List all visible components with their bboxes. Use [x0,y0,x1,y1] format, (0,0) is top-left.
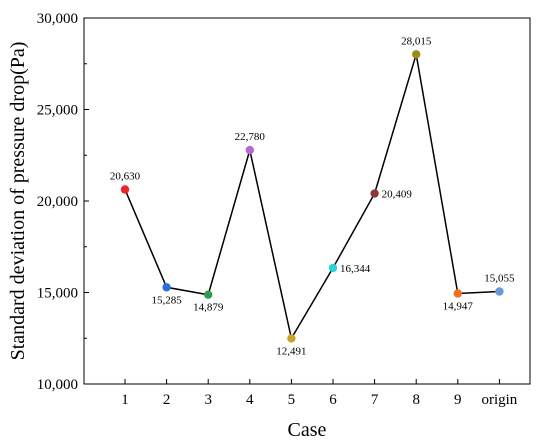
data-label: 14,947 [443,300,474,312]
y-tick-label: 10,000 [37,377,78,393]
y-tick-label: 15,000 [37,286,78,302]
data-label: 12,491 [276,345,306,357]
x-tick-label: origin [481,392,517,408]
plot-frame [83,17,531,385]
y-tick-label: 25,000 [37,103,78,119]
x-tick-label: 1 [121,392,129,408]
data-labels: 20,630 15,285 14,879 22,780 12,491 16,344 20,4… [110,35,515,357]
data-label: 28,015 [401,35,432,47]
x-tick-label: 2 [163,392,171,408]
x-tick-label: 5 [288,392,296,408]
series-line [124,54,500,341]
x-tick-label: 6 [329,392,337,408]
data-point [120,185,130,194]
y-axis: 10,000 15,000 20,000 25,000 30,000 [37,11,89,393]
data-label: 20,409 [382,189,413,201]
x-axis-title: Case [288,419,327,441]
y-tick-label: 20,000 [37,194,78,210]
data-label: 16,344 [340,263,371,275]
data-point [495,287,504,296]
data-point [204,290,213,299]
x-tick-label: 3 [204,392,212,408]
x-tick-label: 7 [371,392,379,408]
data-point [370,189,379,198]
data-point [162,283,171,292]
data-label: 15,285 [151,294,182,306]
data-points [120,50,504,343]
x-tick-label: 4 [246,392,254,408]
y-axis-title: Standard deviation of pressure drop(Pa) [7,42,29,361]
x-axis: 1 2 3 4 5 6 7 8 9 origin [121,379,518,408]
data-point [412,50,421,59]
data-point [287,334,296,343]
x-tick-label: 8 [412,392,420,408]
data-point [245,145,254,155]
data-point [328,263,338,273]
data-label: 15,055 [484,272,515,284]
data-label: 14,879 [193,302,224,314]
y-tick-label: 30,000 [37,11,78,27]
data-label: 22,780 [235,131,266,143]
data-point [453,289,462,298]
x-tick-label: 9 [454,392,462,408]
data-label: 20,630 [110,170,141,182]
